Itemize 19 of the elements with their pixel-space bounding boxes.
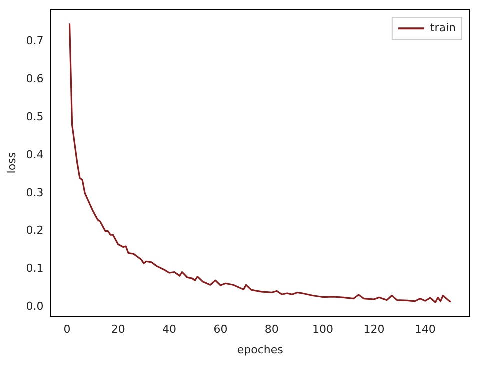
y-tick-label: 0.4 [26, 148, 44, 162]
x-tick-label: 140 [414, 323, 436, 336]
x-tick-label: 20 [111, 323, 126, 336]
x-tick-label: 60 [214, 323, 228, 336]
y-tick-label: 0.7 [26, 34, 44, 48]
y-tick-label: 0.6 [26, 72, 44, 86]
y-tick-label: 0.0 [26, 300, 44, 313]
y-axis-title: loss [5, 152, 18, 174]
y-tick-label: 0.5 [26, 110, 44, 124]
x-tick-label: 0 [64, 323, 71, 336]
x-tick-label: 100 [312, 323, 334, 336]
legend-label: train [430, 21, 456, 34]
y-tick-label: 0.1 [26, 262, 44, 276]
x-tick-label: 80 [264, 323, 279, 336]
x-axis-title: epoches [237, 343, 284, 356]
y-tick-label: 0.2 [26, 224, 44, 238]
x-tick-label: 120 [364, 323, 385, 336]
x-tick-label: 40 [162, 323, 177, 336]
y-tick-label: 0.3 [26, 186, 44, 200]
